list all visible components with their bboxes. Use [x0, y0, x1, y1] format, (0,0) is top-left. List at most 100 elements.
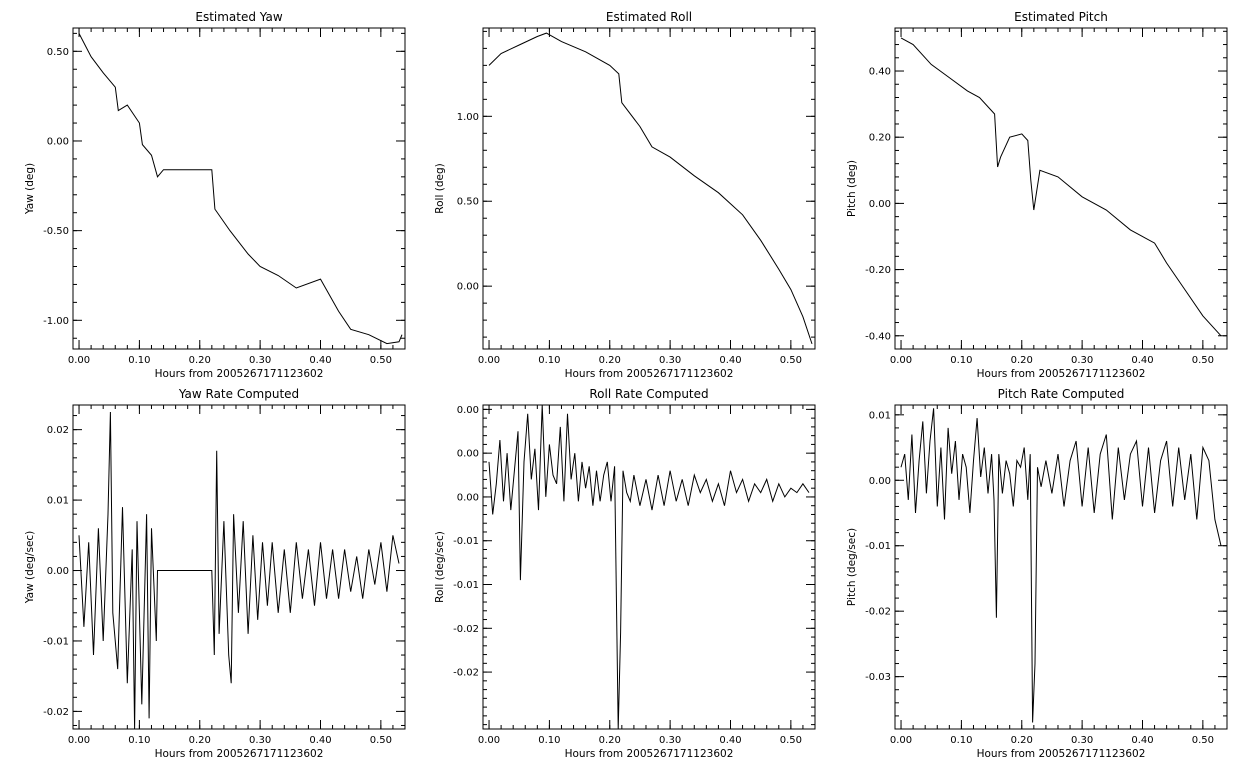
y-tick-label: -0.50 [43, 226, 69, 237]
y-tick-label: 0.00 [457, 449, 479, 460]
y-tick-label: -0.01 [453, 536, 479, 547]
y-tick-label: 1.00 [457, 112, 479, 123]
panel-roll-rate: Roll Rate Computed Hours from 20052671711… [434, 387, 816, 760]
x-tick-label: 0.10 [128, 355, 150, 366]
x-tick-label: 0.10 [128, 735, 150, 746]
plot-frame [482, 404, 816, 730]
y-tick-label: -0.03 [865, 672, 891, 683]
y-tick-label: 0.50 [47, 47, 69, 58]
x-axis-label: Hours from 2005267171123602 [565, 368, 734, 380]
y-tick-label: 0.00 [457, 492, 479, 503]
y-axis-label: Yaw (deg) [24, 163, 36, 215]
x-axis-label: Hours from 2005267171123602 [565, 748, 734, 760]
y-axis-label: Roll (deg) [434, 163, 446, 213]
y-tick-label: 0.00 [47, 566, 69, 577]
series-line [488, 32, 813, 345]
x-tick-label: 0.10 [950, 735, 972, 746]
x-tick-label: 0.50 [780, 735, 802, 746]
x-tick-label: 0.10 [950, 355, 972, 366]
y-tick-label: -0.01 [453, 580, 479, 591]
y-tick-label: -0.02 [865, 607, 891, 618]
x-tick-label: 0.00 [478, 735, 500, 746]
y-tick-label: 0.01 [869, 410, 891, 421]
x-tick-label: 0.00 [68, 735, 90, 746]
x-tick-label: 0.40 [719, 355, 741, 366]
y-tick-label: -0.02 [453, 624, 479, 635]
plot-frame [72, 404, 406, 730]
chart-title: Yaw Rate Computed [178, 387, 299, 401]
x-tick-label: 0.40 [309, 735, 331, 746]
x-tick-label: 0.00 [68, 355, 90, 366]
y-tick-label: 0.40 [869, 67, 891, 78]
x-tick-label: 0.20 [599, 735, 621, 746]
panel-yaw: Estimated Yaw Hours from 2005267171123602… [24, 10, 406, 380]
series-line [78, 33, 403, 345]
series-line [78, 411, 400, 730]
x-axis-label: Hours from 2005267171123602 [155, 748, 324, 760]
y-tick-label: -0.40 [865, 331, 891, 342]
y-axis-label: Pitch (deg) [846, 160, 858, 217]
y-tick-label: -0.01 [865, 541, 891, 552]
y-tick-label: -0.01 [43, 636, 69, 647]
x-tick-label: 0.20 [599, 355, 621, 366]
x-tick-label: 0.30 [1071, 355, 1093, 366]
y-tick-label: -0.02 [453, 668, 479, 679]
y-axis-label: Yaw (deg/sec) [24, 531, 36, 605]
x-tick-label: 0.40 [1131, 735, 1153, 746]
x-tick-label: 0.00 [478, 355, 500, 366]
y-tick-label: 0.20 [869, 133, 891, 144]
chart-title: Estimated Pitch [1014, 10, 1108, 24]
y-tick-label: 0.02 [47, 425, 69, 436]
plot-frame [482, 27, 816, 350]
x-axis-label: Hours from 2005267171123602 [977, 748, 1146, 760]
x-tick-label: 0.20 [1011, 735, 1033, 746]
x-tick-label: 0.00 [890, 355, 912, 366]
x-tick-label: 0.20 [1011, 355, 1033, 366]
panel-pitch: Estimated Pitch Hours from 20052671711236… [846, 10, 1228, 380]
series-line [900, 408, 1222, 723]
x-axis-label: Hours from 2005267171123602 [977, 368, 1146, 380]
panel-pitch-rate: Pitch Rate Computed Hours from 2005267171… [846, 387, 1228, 760]
plot-frame [894, 27, 1228, 350]
plot-frame [894, 404, 1228, 730]
y-axis-label: Pitch (deg/sec) [846, 528, 858, 606]
x-tick-label: 0.30 [1071, 735, 1093, 746]
y-tick-label: 0.50 [457, 197, 479, 208]
chart-title: Roll Rate Computed [589, 387, 708, 401]
y-tick-label: 0.00 [47, 136, 69, 147]
x-tick-label: 0.50 [1192, 735, 1214, 746]
x-tick-label: 0.50 [1192, 355, 1214, 366]
x-tick-label: 0.00 [890, 735, 912, 746]
x-tick-label: 0.40 [1131, 355, 1153, 366]
x-tick-label: 0.30 [249, 735, 271, 746]
series-line [488, 404, 810, 730]
x-tick-label: 0.50 [370, 355, 392, 366]
x-tick-label: 0.20 [189, 735, 211, 746]
x-tick-label: 0.40 [719, 735, 741, 746]
y-tick-label: 0.00 [869, 476, 891, 487]
series-line [900, 37, 1222, 337]
y-tick-label: -1.00 [43, 316, 69, 327]
x-tick-label: 0.30 [659, 735, 681, 746]
x-tick-label: 0.50 [370, 735, 392, 746]
y-tick-label: 0.01 [47, 496, 69, 507]
y-tick-label: 0.00 [457, 282, 479, 293]
panel-yaw-rate: Yaw Rate Computed Hours from 200526717112… [24, 387, 406, 760]
x-tick-label: 0.50 [780, 355, 802, 366]
x-axis-label: Hours from 2005267171123602 [155, 368, 324, 380]
y-axis-label: Roll (deg/sec) [434, 531, 446, 603]
x-tick-label: 0.30 [659, 355, 681, 366]
x-tick-label: 0.30 [249, 355, 271, 366]
y-tick-label: 0.00 [869, 199, 891, 210]
chart-title: Estimated Yaw [195, 10, 282, 24]
panel-roll: Estimated Roll Hours from 200526717112360… [434, 10, 816, 380]
x-tick-label: 0.40 [309, 355, 331, 366]
y-tick-label: 0.00 [457, 405, 479, 416]
chart-title: Pitch Rate Computed [998, 387, 1125, 401]
x-tick-label: 0.10 [538, 355, 560, 366]
plot-frame [72, 27, 406, 350]
x-tick-label: 0.10 [538, 735, 560, 746]
chart-title: Estimated Roll [606, 10, 692, 24]
x-tick-label: 0.20 [189, 355, 211, 366]
